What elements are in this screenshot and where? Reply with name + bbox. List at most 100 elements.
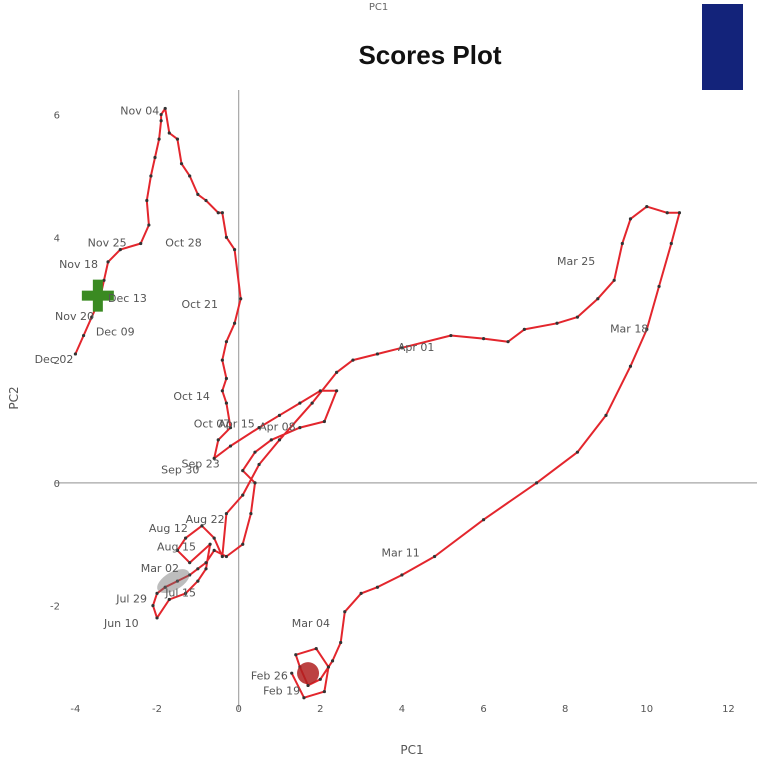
data-label: Mar 11	[382, 547, 420, 560]
series-point	[188, 174, 192, 178]
data-label: Mar 04	[292, 617, 330, 630]
series-point	[179, 162, 184, 166]
series-point	[228, 426, 233, 430]
series-point	[253, 481, 257, 485]
series-point	[163, 106, 167, 111]
y-axis-title: PC2	[7, 386, 21, 409]
series-point	[310, 401, 314, 405]
series-point	[167, 131, 171, 135]
series-point	[196, 579, 200, 583]
data-label: Aug 12	[149, 522, 188, 535]
series-point	[481, 337, 486, 341]
series-point	[628, 217, 633, 221]
series-point	[212, 548, 216, 552]
axes-layer: -4 -2 0 2 4 6 8 10 12 -2 0 2 4 6	[50, 90, 757, 715]
series-point	[257, 462, 261, 467]
cluster-blob-feb	[297, 662, 320, 685]
series-point	[159, 112, 163, 117]
series-point	[220, 358, 224, 362]
data-label: Apr 08	[259, 421, 296, 434]
series-point	[269, 438, 273, 442]
series-point	[159, 119, 163, 123]
legend-color-swatch	[702, 4, 743, 90]
series-point	[239, 297, 243, 301]
series-point	[241, 468, 245, 473]
x-tick-label: -4	[70, 704, 80, 715]
data-label: Nov 25	[88, 237, 127, 250]
series-point	[175, 579, 180, 583]
data-label: Apr 01	[398, 341, 435, 354]
series-point	[277, 438, 282, 442]
series-point	[220, 554, 224, 559]
series-point	[322, 689, 326, 694]
series-point	[449, 333, 453, 338]
series-point	[73, 352, 78, 356]
series-point	[102, 278, 106, 282]
series-point	[220, 389, 224, 393]
series-point	[249, 511, 253, 516]
series-point	[351, 358, 355, 362]
data-label: Nov 04	[120, 105, 159, 118]
data-label: Jun 10	[103, 617, 139, 630]
y-tick-label: -2	[50, 602, 60, 613]
cross-marker-v	[92, 279, 103, 312]
series-point	[196, 192, 200, 196]
y-tick-label: 0	[54, 479, 60, 490]
series-point	[106, 260, 110, 264]
series-point	[228, 444, 233, 448]
series-point	[375, 585, 380, 589]
series-point	[620, 241, 624, 246]
series-point	[481, 518, 486, 522]
series-point	[535, 481, 539, 485]
series-point	[400, 346, 404, 350]
data-label: Mar 18	[610, 322, 648, 335]
series-point	[175, 548, 180, 552]
data-label: Oct 21	[182, 298, 219, 311]
series-point	[257, 426, 261, 430]
series-point	[306, 683, 310, 688]
series-point	[628, 364, 633, 368]
series-point	[216, 211, 220, 215]
series-point	[318, 677, 322, 681]
series-point	[204, 198, 208, 203]
data-label: Nov 18	[59, 258, 98, 271]
series-point	[335, 389, 339, 393]
series-point	[145, 198, 149, 203]
data-label: Oct 07	[194, 418, 231, 431]
x-tick-label: 6	[480, 704, 486, 715]
series-point	[241, 493, 245, 497]
series-point	[232, 248, 237, 252]
series-point	[645, 205, 649, 209]
series-point	[298, 401, 302, 405]
series-point	[330, 659, 335, 663]
chart-title: Scores Plot	[358, 40, 502, 70]
series-point	[277, 413, 282, 417]
series-point	[645, 327, 649, 332]
series-point	[326, 665, 331, 669]
series-point	[224, 340, 229, 344]
x-tick-label: 0	[235, 704, 241, 715]
x-tick-label: 4	[399, 704, 405, 715]
y-tick-label: 2	[54, 356, 60, 367]
y-tick-label: 4	[54, 233, 60, 244]
data-label: Nov 20	[55, 310, 94, 323]
series-point	[343, 610, 347, 614]
series-point	[522, 327, 526, 332]
series-point	[322, 419, 326, 424]
x-tick-label: 10	[640, 704, 653, 715]
data-label: Dec 13	[108, 292, 147, 305]
series-point	[375, 352, 380, 356]
data-label: Feb 26	[251, 669, 288, 682]
series-point	[118, 248, 122, 252]
series-point	[657, 284, 661, 289]
series-point	[81, 333, 86, 338]
data-label: Sep 30	[161, 464, 199, 477]
data-label: Apr 15	[218, 418, 255, 431]
x-tick-label: 12	[722, 704, 735, 715]
series-point	[314, 647, 318, 651]
series-point	[302, 696, 306, 700]
data-label: Sep 23	[182, 458, 220, 471]
series-point	[184, 536, 188, 540]
